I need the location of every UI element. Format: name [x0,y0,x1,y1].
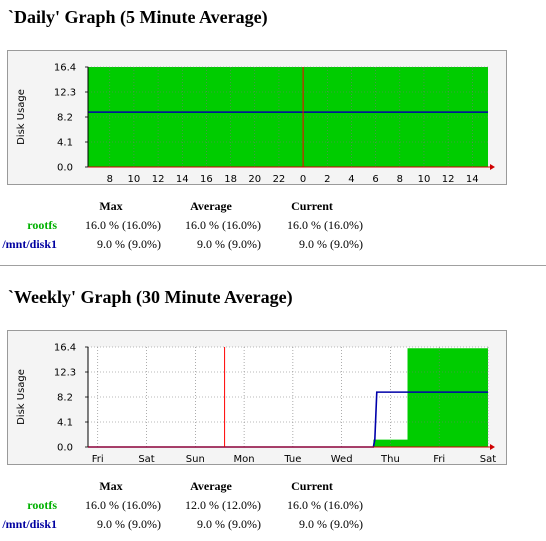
x-tick-label: 20 [248,174,261,185]
stats-header-row: Max Average Current [0,197,363,216]
y-tick-label: 16.4 [54,343,76,354]
mnt-disk1-average: 9.0 % (9.0%) [197,237,261,251]
x-tick-label: Sun [186,454,205,465]
y-tick-label: 12.3 [54,368,76,379]
legend-label-rootfs: rootfs [27,218,57,232]
mnt-disk1-max: 9.0 % (9.0%) [97,237,161,251]
x-tick-label: Sat [480,454,496,465]
x-tick-label: 8 [107,174,113,185]
mnt-disk1-average: 9.0 % (9.0%) [197,517,261,531]
x-tick-label: 16 [200,174,213,185]
y-tick-label: 12.3 [54,88,76,99]
rootfs-current: 16.0 % (16.0%) [287,218,363,232]
header-max: Max [99,199,123,213]
mnt-disk1-current: 9.0 % (9.0%) [299,237,363,251]
y-tick-label: 8.2 [57,113,73,124]
x-tick-label: Thu [380,454,400,465]
x-tick-label: 2 [324,174,330,185]
y-tick-label: 0.0 [57,443,73,454]
stats-row-mnt-disk1: /mnt/disk1 9.0 % (9.0%) 9.0 % (9.0%) 9.0… [0,515,363,534]
x-tick-label: Tue [283,454,301,465]
series-area-rootfs [88,348,488,447]
rootfs-current: 16.0 % (16.0%) [287,498,363,512]
x-tick-label: Mon [234,454,255,465]
weekly-graph-title: `Weekly' Graph (30 Minute Average) [8,287,293,307]
x-tick-label: Fri [433,454,445,465]
x-tick-label: Wed [331,454,353,465]
mnt-disk1-current: 9.0 % (9.0%) [299,517,363,531]
stats-row-rootfs: rootfs 16.0 % (16.0%) 16.0 % (16.0%) 16.… [0,216,363,235]
x-tick-label: 12 [442,174,455,185]
header-max: Max [99,479,123,493]
mnt-disk1-max: 9.0 % (9.0%) [97,517,161,531]
section-divider [0,265,546,266]
x-tick-label: 14 [466,174,479,185]
rootfs-average: 16.0 % (16.0%) [185,218,261,232]
y-tick-label: 8.2 [57,393,73,404]
x-tick-label: 6 [372,174,378,185]
rootfs-max: 16.0 % (16.0%) [85,218,161,232]
x-tick-label: 18 [224,174,237,185]
x-tick-label: 4 [348,174,354,185]
daily-graph-title: `Daily' Graph (5 Minute Average) [8,7,268,27]
header-current: Current [291,199,333,213]
header-average: Average [190,479,232,493]
y-axis-label: Disk Usage [16,369,27,425]
rootfs-average: 12.0 % (12.0%) [185,498,261,512]
rootfs-max: 16.0 % (16.0%) [85,498,161,512]
y-axis-label: Disk Usage [16,89,27,145]
x-axis-arrow [490,444,495,450]
legend-label-mnt-disk1: /mnt/disk1 [2,237,57,251]
x-tick-label: 8 [397,174,403,185]
y-tick-label: 0.0 [57,163,73,174]
weekly-disk-usage-chart: 0.0 4.1 8.2 12.3 16.4 Fri Sat Sun Mon Tue Wed Thu Fr… [7,330,507,465]
header-average: Average [190,199,232,213]
y-tick-label: 4.1 [57,418,73,429]
y-tick-label: 16.4 [54,63,76,74]
x-tick-label: 10 [418,174,431,185]
x-tick-label: Fri [92,454,104,465]
stats-row-mnt-disk1: /mnt/disk1 9.0 % (9.0%) 9.0 % (9.0%) 9.0… [0,235,363,254]
x-tick-label: 14 [176,174,189,185]
daily-disk-usage-chart: 0.0 4.1 8.2 12.3 16.4 8 10 12 14 16 18 20 22 0 2 4 6 8 10 1… [7,50,507,185]
x-axis-arrow [490,164,495,170]
stats-row-rootfs: rootfs 16.0 % (16.0%) 12.0 % (12.0%) 16.… [0,496,363,515]
x-tick-label: Sat [138,454,154,465]
x-tick-label: 22 [273,174,286,185]
y-tick-label: 4.1 [57,138,73,149]
x-tick-label: 0 [300,174,306,185]
header-current: Current [291,479,333,493]
weekly-stats-table: Max Average Current rootfs 16.0 % (16.0%… [0,477,363,534]
daily-stats-table: Max Average Current rootfs 16.0 % (16.0%… [0,197,363,254]
legend-label-mnt-disk1: /mnt/disk1 [2,517,57,531]
stats-header-row: Max Average Current [0,477,363,496]
x-tick-label: 12 [152,174,165,185]
x-tick-label: 10 [128,174,141,185]
legend-label-rootfs: rootfs [27,498,57,512]
